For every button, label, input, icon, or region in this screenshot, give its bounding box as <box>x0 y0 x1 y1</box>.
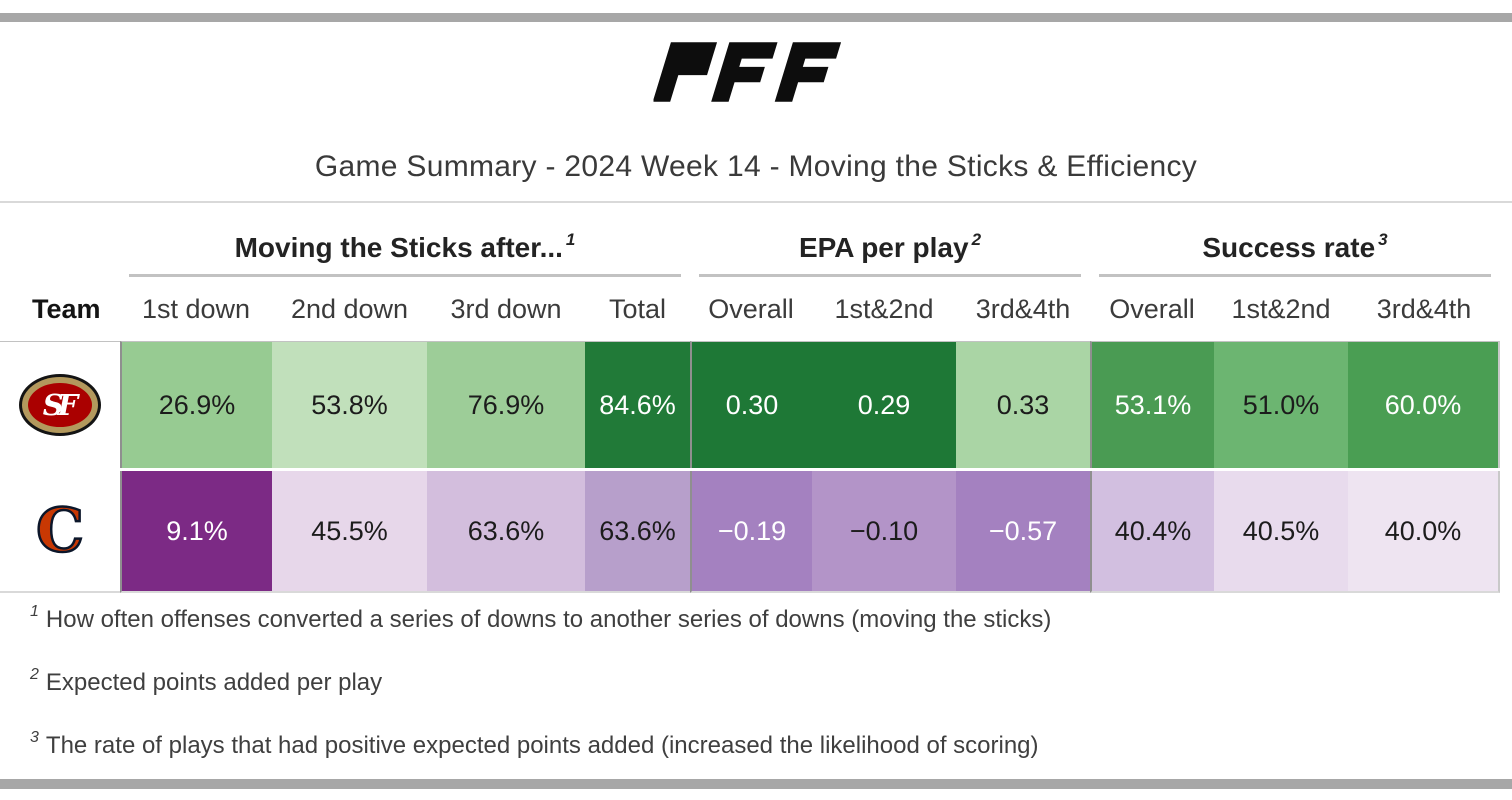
cell-49ers-sr-1st-2nd: 51.0% <box>1214 341 1348 468</box>
cell-49ers-epa-1st-2nd: 0.29 <box>812 341 956 468</box>
group-header-spacer <box>0 203 120 277</box>
group-header-label: Moving the Sticks after... <box>234 232 563 263</box>
column-header-sr-overall: Overall <box>1109 293 1195 324</box>
footnote-2-sup: 2 <box>30 666 39 683</box>
column-header-total: Total <box>608 293 667 324</box>
column-header-1st-down: 1st down <box>141 293 251 324</box>
group-header-label: EPA per play <box>798 232 969 263</box>
sf-logo-letters: SF <box>42 387 78 422</box>
column-header-team: Team <box>32 293 101 324</box>
stats-table: Moving the Sticks after... 1 EPA per play… <box>0 201 1512 593</box>
cell-bears-sticks-2nd-down: 45.5% <box>272 471 427 593</box>
page-title: Game Summary - 2024 Week 14 - Moving the… <box>314 150 1198 183</box>
cell-bears-sticks-total: 63.6% <box>585 471 690 593</box>
column-header-epa-1st-2nd: 1st&2nd <box>834 293 934 324</box>
footnote-2-text: Expected points added per play <box>45 669 383 696</box>
cell-49ers-sticks-3rd-down: 76.9% <box>427 341 585 468</box>
footnote-ref-2: 2 <box>971 230 982 249</box>
cell-49ers-sr-3rd-4th: 60.0% <box>1348 341 1500 468</box>
pff-logo-icon <box>652 42 842 102</box>
cell-49ers-sticks-total: 84.6% <box>585 341 690 468</box>
column-header-epa-3rd-4th: 3rd&4th <box>975 293 1071 324</box>
group-header-success-rate: Success rate 3 <box>1099 203 1491 277</box>
footnote-2: 2 Expected points added per play <box>30 665 1480 704</box>
footnote-1-sup: 1 <box>30 603 39 620</box>
chicago-bears-logo-icon: C <box>35 496 85 566</box>
group-header-epa-per-play: EPA per play 2 <box>699 203 1081 277</box>
bottom-window-bar <box>0 779 1512 789</box>
cell-bears-sr-overall: 40.4% <box>1090 471 1214 593</box>
footnote-ref-3: 3 <box>1378 230 1388 249</box>
group-header-label: Success rate <box>1202 232 1376 263</box>
group-header-moving-the-sticks: Moving the Sticks after... 1 <box>129 203 681 277</box>
footnotes: 1 How often offenses converted a series o… <box>30 602 1480 791</box>
table-row-bears: C 9.1% 45.5% 63.6% 63.6% −0.19 −0.10 −0.… <box>0 471 1500 593</box>
cell-49ers-epa-overall: 0.30 <box>690 341 812 468</box>
column-header-sr-1st-2nd: 1st&2nd <box>1231 293 1331 324</box>
table-row-49ers: SF 26.9% 53.8% 76.9% 84.6% 0.30 0.29 0.3… <box>0 341 1500 468</box>
cell-bears-epa-3rd-4th: −0.57 <box>956 471 1090 593</box>
column-header-3rd-down: 3rd down <box>450 293 562 324</box>
footnote-ref-1: 1 <box>565 230 576 249</box>
cell-bears-sr-1st-2nd: 40.5% <box>1214 471 1348 593</box>
cell-49ers-epa-3rd-4th: 0.33 <box>956 341 1090 468</box>
footnote-3-text: The rate of plays that had positive expe… <box>45 732 1039 759</box>
top-window-bar <box>0 13 1512 22</box>
cell-bears-epa-1st-2nd: −0.10 <box>812 471 956 593</box>
cell-49ers-sticks-1st-down: 26.9% <box>120 341 272 468</box>
cell-bears-epa-overall: −0.19 <box>690 471 812 593</box>
cell-49ers-sr-overall: 53.1% <box>1090 341 1214 468</box>
footnote-3: 3 The rate of plays that had positive exp… <box>30 728 1480 767</box>
sf-49ers-logo-icon: SF <box>22 377 98 433</box>
footnote-3-sup: 3 <box>30 729 39 746</box>
cell-bears-sticks-1st-down: 9.1% <box>120 471 272 593</box>
sf-49ers-logo: SF <box>0 341 120 468</box>
column-header-row: Team 1st down 2nd down 3rd down Total Ov… <box>0 277 1500 341</box>
footnote-1: 1 How often offenses converted a series o… <box>30 602 1480 641</box>
column-header-2nd-down: 2nd down <box>290 293 409 324</box>
column-header-epa-overall: Overall <box>708 293 794 324</box>
cell-49ers-sticks-2nd-down: 53.8% <box>272 341 427 468</box>
pff-logo <box>652 42 859 107</box>
column-group-header-row: Moving the Sticks after... 1 EPA per play… <box>0 203 1500 277</box>
cell-bears-sr-3rd-4th: 40.0% <box>1348 471 1500 593</box>
cell-bears-sticks-3rd-down: 63.6% <box>427 471 585 593</box>
column-header-sr-3rd-4th: 3rd&4th <box>1376 293 1472 324</box>
chicago-bears-logo: C <box>0 471 120 593</box>
footnote-1-text: How often offenses converted a series of… <box>45 606 1052 633</box>
